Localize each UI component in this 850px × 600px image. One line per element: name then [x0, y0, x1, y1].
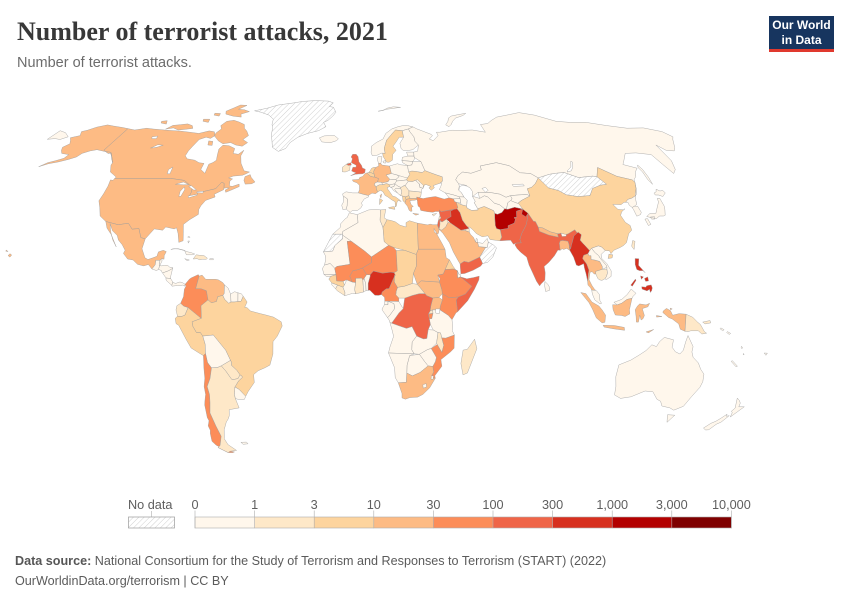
- svg-text:300: 300: [542, 498, 563, 512]
- svg-text:3,000: 3,000: [656, 498, 688, 512]
- svg-text:1,000: 1,000: [596, 498, 628, 512]
- svg-text:No data: No data: [128, 498, 173, 512]
- svg-text:1: 1: [251, 498, 258, 512]
- svg-text:0: 0: [191, 498, 198, 512]
- svg-text:10,000: 10,000: [712, 498, 751, 512]
- svg-text:10: 10: [367, 498, 381, 512]
- svg-text:3: 3: [311, 498, 318, 512]
- svg-text:30: 30: [426, 498, 440, 512]
- svg-text:100: 100: [482, 498, 503, 512]
